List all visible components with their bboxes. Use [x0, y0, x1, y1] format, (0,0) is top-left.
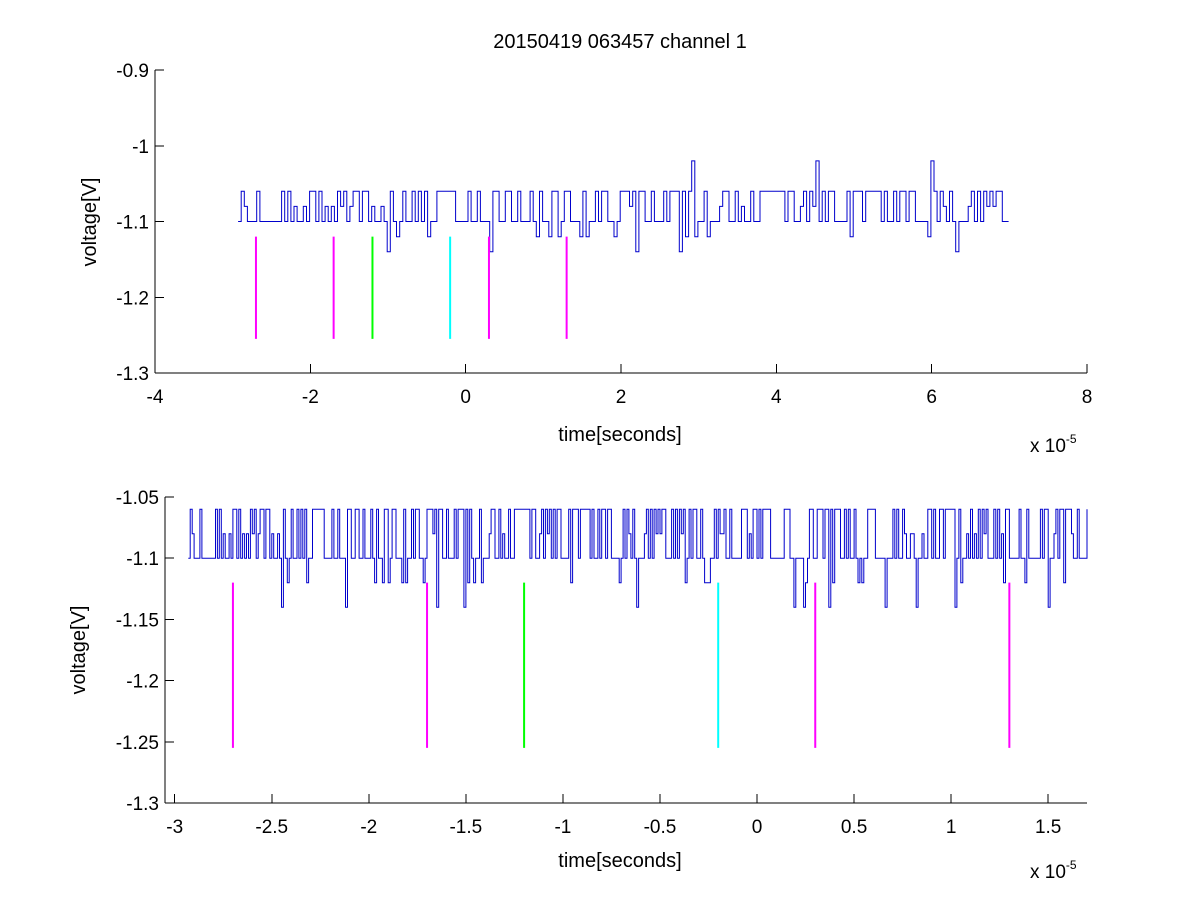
top-x-tick-label: 8 — [1082, 387, 1093, 408]
bottom-x-tick-label: -0.5 — [644, 817, 677, 838]
top-x-tick-label: 2 — [616, 387, 627, 408]
bottom-x-exponent: x 10-5 — [1030, 858, 1077, 883]
bottom-y-tick-label: -1.2 — [126, 672, 159, 693]
top-markers — [254, 236, 568, 339]
top-x-tick-label: 6 — [926, 387, 937, 408]
top-subplot: voltage[V] time[seconds] x 10-5 -4 -2 0 2 4 6… — [79, 61, 1092, 457]
bottom-axes: -3 -2.5 -2 -1.5 -1 -0.5 0 0.5 1 1.5 -1.3 -1.25 -1.2 -… — [116, 488, 1087, 838]
top-x-exponent: x 10-5 — [1030, 432, 1077, 457]
bottom-x-tick-label: 1.5 — [1035, 817, 1061, 838]
bottom-series — [188, 508, 1088, 608]
top-y-tick-label: -0.9 — [116, 61, 149, 82]
top-y-tick-label: -1.1 — [116, 213, 149, 234]
top-y-tick-label: -1 — [132, 137, 149, 158]
bottom-y-tick-label: -1.25 — [116, 733, 159, 754]
bottom-voltage-trace — [188, 508, 1088, 608]
top-x-tick-label: 4 — [771, 387, 782, 408]
top-axes: -4 -2 0 2 4 6 8 -1.3 -1.2 -1.1 -1 -0.9 — [116, 61, 1092, 408]
bottom-y-tick-label: -1.1 — [126, 549, 159, 570]
bottom-x-axis-label: time[seconds] — [558, 850, 681, 872]
figure-title: 20150419 063457 channel 1 — [493, 31, 747, 53]
bottom-x-tick-label: -1 — [554, 817, 571, 838]
top-y-axis-label: voltage[V] — [79, 178, 101, 267]
top-x-tick-label: -4 — [147, 387, 164, 408]
top-x-tick-label: 0 — [460, 387, 471, 408]
bottom-markers — [231, 582, 1011, 748]
bottom-y-tick-label: -1.05 — [116, 488, 159, 509]
top-x-axis-label: time[seconds] — [558, 424, 681, 446]
top-y-tick-label: -1.3 — [116, 364, 149, 385]
top-y-tick-label: -1.2 — [116, 288, 149, 309]
bottom-x-tick-label: 1 — [946, 817, 957, 838]
bottom-y-axis-label: voltage[V] — [68, 606, 90, 695]
bottom-subplot: voltage[V] time[seconds] x 10-5 -3 -2.5 -2… — [68, 488, 1088, 883]
bottom-y-tick-label: -1.3 — [126, 794, 159, 815]
bottom-x-tick-label: 0.5 — [841, 817, 867, 838]
bottom-x-tick-label: -2.5 — [255, 817, 288, 838]
bottom-y-tick-label: -1.15 — [116, 610, 159, 631]
top-x-tick-label: -2 — [302, 387, 319, 408]
bottom-x-tick-label: -1.5 — [449, 817, 482, 838]
bottom-x-tick-label: -3 — [166, 817, 183, 838]
bottom-x-tick-label: -2 — [360, 817, 377, 838]
top-series — [238, 160, 1009, 253]
top-voltage-trace — [238, 160, 1009, 253]
bottom-x-tick-label: 0 — [752, 817, 763, 838]
